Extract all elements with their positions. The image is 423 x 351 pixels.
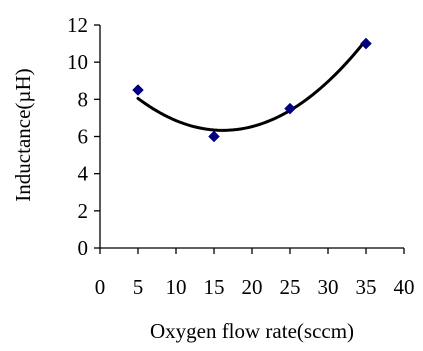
y-tick-label: 6 bbox=[78, 125, 89, 149]
y-tick-label: 4 bbox=[78, 162, 89, 186]
y-axis-title: Inductance(µH) bbox=[11, 68, 35, 201]
data-point bbox=[284, 102, 296, 115]
y-tick-label: 8 bbox=[78, 87, 89, 111]
y-tick-label: 2 bbox=[78, 199, 89, 223]
x-tick-label: 30 bbox=[318, 275, 339, 299]
y-tick-label: 12 bbox=[67, 13, 88, 37]
y-tick-label: 0 bbox=[78, 236, 89, 260]
x-tick-label: 40 bbox=[394, 275, 415, 299]
tick-labels: 0 2 4 6 8 10 12 0 5 10 15 20 25 30 35 40 bbox=[67, 13, 415, 299]
x-tick-label: 25 bbox=[280, 275, 301, 299]
trendline-curve bbox=[136, 38, 368, 132]
x-tick-label: 10 bbox=[166, 275, 187, 299]
data-point bbox=[208, 130, 220, 143]
x-tick-label: 35 bbox=[356, 275, 377, 299]
data-point bbox=[360, 37, 372, 50]
x-tick-label: 5 bbox=[133, 275, 144, 299]
x-axis-title: Oxygen flow rate(sccm) bbox=[150, 319, 354, 343]
x-tick-label: 15 bbox=[204, 275, 225, 299]
y-tick-label: 10 bbox=[67, 50, 88, 74]
trendline-layer bbox=[136, 38, 368, 132]
plot-area-background bbox=[100, 25, 404, 248]
data-points bbox=[132, 37, 372, 143]
x-tick-label: 0 bbox=[95, 275, 106, 299]
axes bbox=[94, 24, 405, 254]
x-tick-label: 20 bbox=[242, 275, 263, 299]
plot-area bbox=[100, 25, 404, 248]
data-point bbox=[132, 84, 144, 96]
